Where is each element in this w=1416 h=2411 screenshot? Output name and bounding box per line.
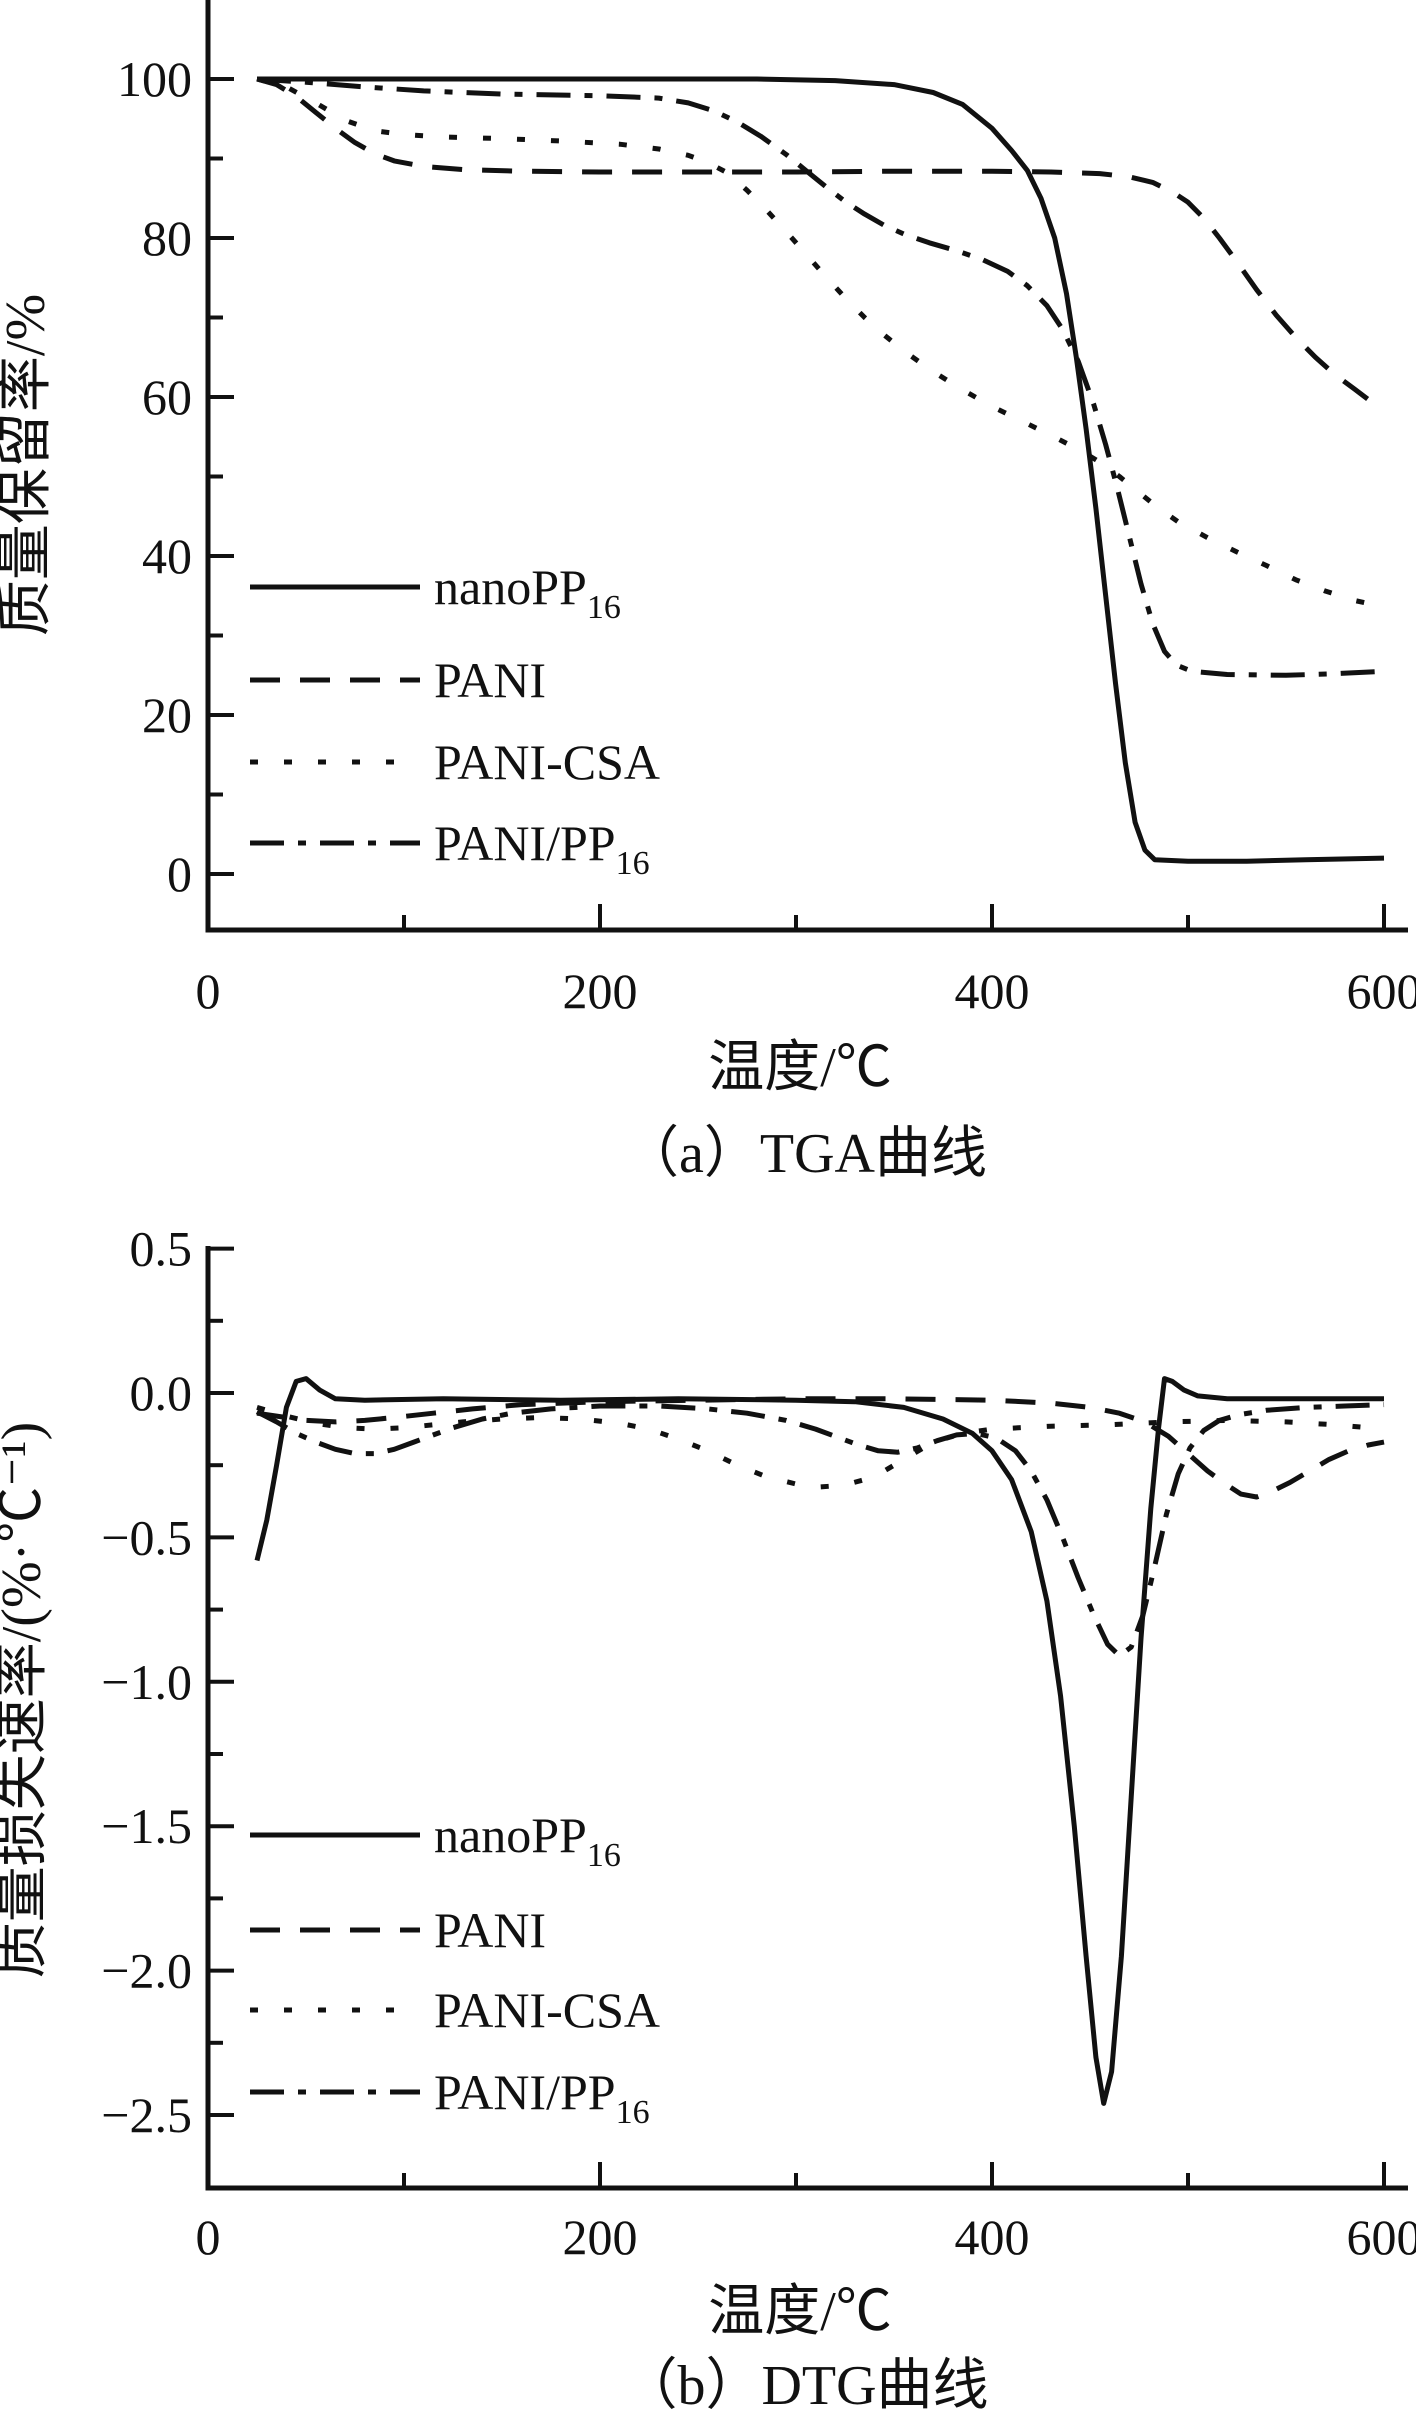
svg-text:600: 600 <box>1347 2209 1416 2265</box>
svg-text:−2.0: −2.0 <box>101 1943 192 1999</box>
dtg-x-tick-labels: 0 200 400 600 <box>196 2209 1416 2265</box>
tga-caption: （a）TGA曲线 <box>623 1123 987 1185</box>
svg-text:400: 400 <box>955 2209 1030 2265</box>
svg-text:0: 0 <box>167 846 192 902</box>
dtg-legend: nanoPP16 PANI PANI-CSA PANI/PP16 <box>250 1807 660 2131</box>
series-PANI <box>256 76 1386 411</box>
svg-text:200: 200 <box>563 963 638 1019</box>
svg-text:−1.5: −1.5 <box>101 1798 192 1854</box>
tga-axes <box>205 0 1408 933</box>
tga-x-tick-labels: 0 200 400 600 <box>196 963 1416 1019</box>
legend-label-nanoPP: nanoPP16 <box>434 559 621 626</box>
svg-text:−2.5: −2.5 <box>101 2087 192 2143</box>
svg-text:600: 600 <box>1347 963 1416 1019</box>
dtg-caption: （b）DTG曲线 <box>621 2355 988 2411</box>
series-nanoPP16 <box>254 1376 1384 2106</box>
series-nanoPP16 <box>257 76 1385 864</box>
tga-x-axis-label: 温度/℃ <box>708 1037 892 1099</box>
legend-label-PANI-CSA: PANI-CSA <box>434 1982 660 2038</box>
svg-text:40: 40 <box>142 528 192 584</box>
dtg-chart: 0 200 400 600 0.5 0.0 −0.5 −1.0 −1.5 −2.0 −2.5 nano… <box>101 1221 1416 2265</box>
legend-label-PANI/PP: PANI/PP16 <box>434 2064 650 2131</box>
svg-text:60: 60 <box>142 369 192 425</box>
svg-text:0.5: 0.5 <box>130 1221 193 1277</box>
dtg-series <box>254 1376 1385 2106</box>
tga-legend: nanoPP16 PANI PANI-CSA PANI/PP16 <box>250 559 660 882</box>
legend-label-PANI: PANI <box>434 1902 546 1958</box>
legend-label-PANI/PP: PANI/PP16 <box>434 815 650 882</box>
dtg-y-tick-labels: 0.5 0.0 −0.5 −1.0 −1.5 −2.0 −2.5 <box>101 1221 192 2143</box>
dtg-axes <box>205 1246 1408 2191</box>
svg-text:−1.0: −1.0 <box>101 1654 192 1710</box>
tga-ticks <box>206 77 1386 930</box>
svg-text:0: 0 <box>196 2209 221 2265</box>
legend-label-nanoPP: nanoPP16 <box>434 1807 621 1874</box>
series-PANI/PP16 <box>256 76 1385 678</box>
svg-text:80: 80 <box>142 210 192 266</box>
legend-label-PANI: PANI <box>434 652 546 708</box>
tga-chart: 0 200 400 600100806040200nanoPP16PANIPANI-C… <box>117 0 1416 1019</box>
svg-text:20: 20 <box>142 687 192 743</box>
svg-text:−0.5: −0.5 <box>101 1509 192 1565</box>
dtg-ticks <box>206 1246 1386 2188</box>
tga-y-axis-label: 质量保留率/% <box>0 294 57 636</box>
svg-text:0: 0 <box>196 963 221 1019</box>
dtg-y-axis-label: 质量损失速率/(%·℃⁻¹) <box>0 1422 53 1979</box>
series-PANI-CSA <box>256 76 1385 610</box>
svg-text:400: 400 <box>955 963 1030 1019</box>
legend-label-PANI-CSA: PANI-CSA <box>434 734 660 790</box>
dtg-x-axis-label: 温度/℃ <box>708 2281 892 2343</box>
tga-y-tick-labels: 100 80 60 40 20 0 <box>117 51 192 902</box>
series-PANI <box>256 1396 1385 1500</box>
svg-text:200: 200 <box>563 2209 638 2265</box>
svg-text:100: 100 <box>117 51 192 107</box>
tga-series <box>256 76 1386 864</box>
series-PANI/PP16 <box>255 1402 1385 1659</box>
svg-text:0.0: 0.0 <box>130 1365 193 1421</box>
